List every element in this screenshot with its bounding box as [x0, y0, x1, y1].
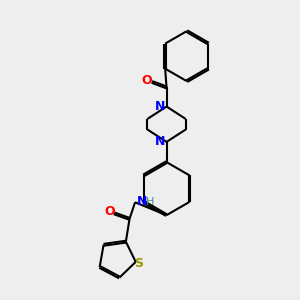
Text: N: N: [155, 100, 166, 113]
Text: S: S: [134, 256, 143, 269]
Text: N: N: [136, 195, 147, 208]
Text: O: O: [141, 74, 152, 87]
Text: N: N: [155, 135, 166, 148]
Text: H: H: [146, 196, 155, 207]
Text: O: O: [104, 206, 115, 218]
